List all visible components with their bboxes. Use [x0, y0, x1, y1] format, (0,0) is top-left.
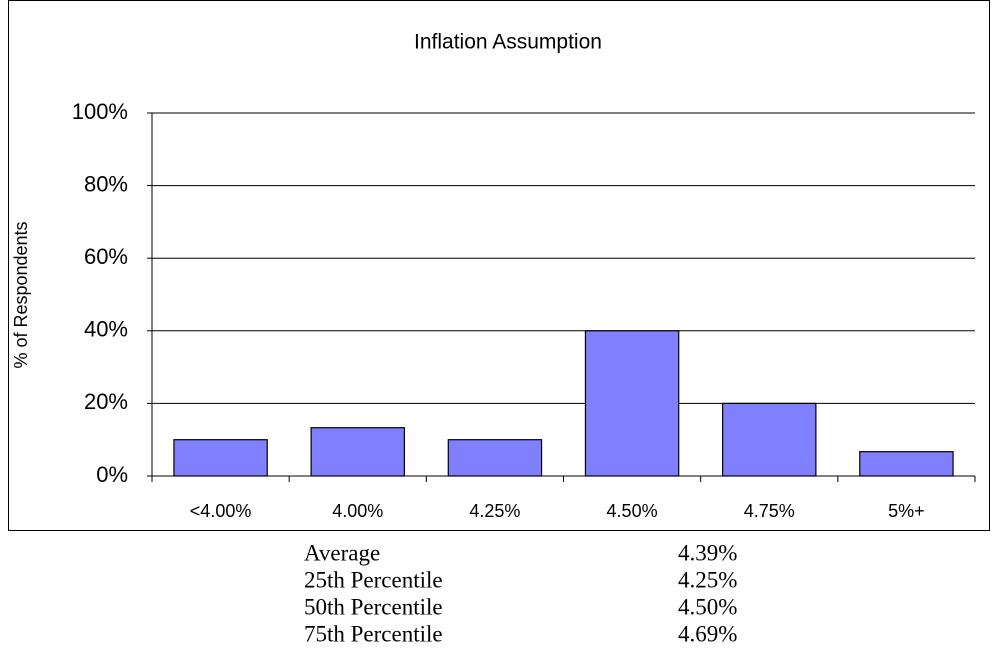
bar	[310, 427, 405, 477]
y-tick-label: 0%	[96, 462, 128, 487]
x-tick-label: 4.25%	[469, 501, 520, 521]
chart-title: Inflation Assumption	[414, 31, 602, 54]
y-tick-label: 20%	[84, 389, 128, 414]
y-tick-label: 80%	[84, 171, 128, 196]
y-tick-label: 100%	[72, 99, 128, 124]
stat-label: 25th Percentile	[304, 567, 443, 592]
stat-label: 75th Percentile	[304, 621, 443, 646]
stat-label: Average	[304, 540, 380, 565]
stat-value: 4.39%	[678, 540, 737, 565]
stat-value: 4.69%	[678, 621, 737, 646]
bar	[859, 451, 954, 477]
x-tick-label: <4.00%	[190, 501, 252, 521]
y-tick-label: 60%	[84, 244, 128, 269]
stat-value: 4.50%	[678, 594, 737, 619]
x-tick-label: 5%+	[888, 501, 925, 521]
bar	[173, 439, 268, 477]
stat-label: 50th Percentile	[304, 594, 443, 619]
x-tick-label: 4.50%	[607, 501, 658, 521]
bar	[584, 330, 680, 477]
y-tick-label: 40%	[84, 317, 128, 342]
x-tick-label: 4.00%	[332, 501, 383, 521]
x-tick-label: 4.75%	[744, 501, 795, 521]
stat-value: 4.25%	[678, 567, 737, 592]
bar	[447, 439, 543, 477]
y-axis-label: % of Respondents	[11, 221, 31, 368]
bar	[722, 402, 817, 477]
